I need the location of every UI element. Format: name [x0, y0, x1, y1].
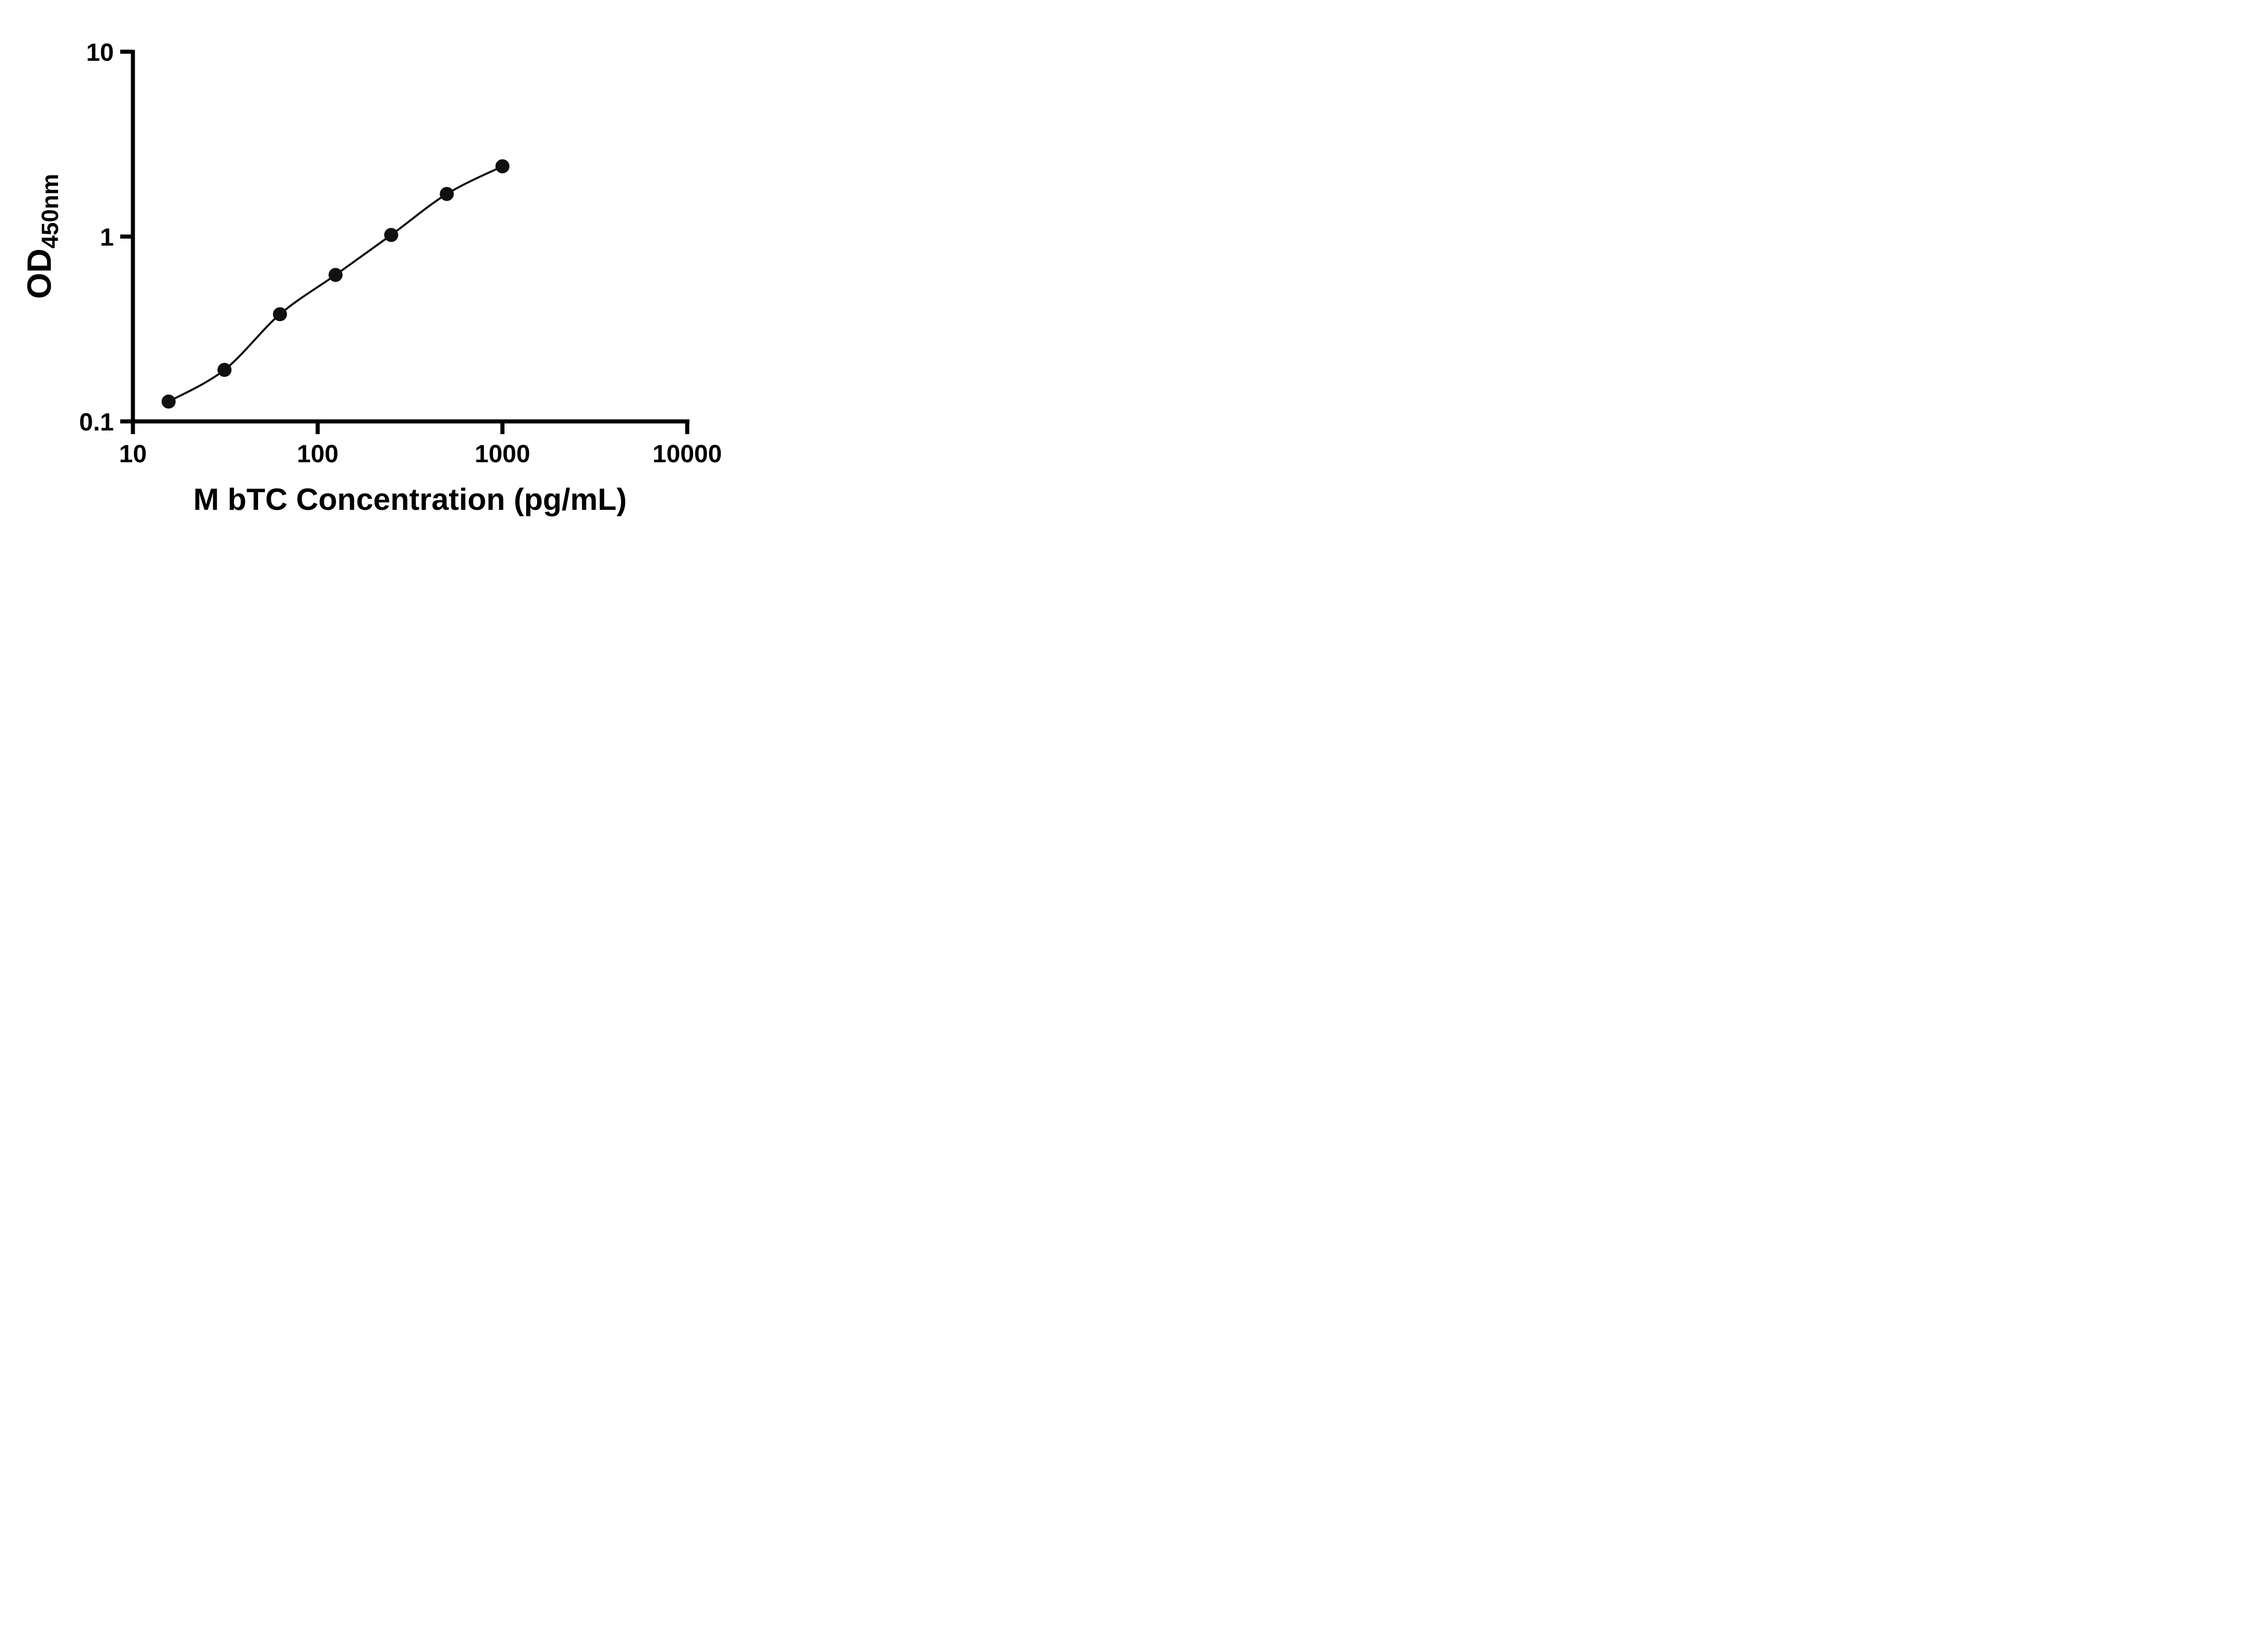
y-tick-label: 10	[86, 38, 114, 66]
data-point	[328, 268, 343, 282]
data-point	[384, 228, 398, 242]
y-axis-title-main: OD	[20, 249, 58, 299]
y-tick-label: 1	[100, 223, 114, 251]
data-point	[217, 362, 232, 377]
x-tick-label: 100	[297, 440, 338, 468]
standard-curve-figure: 10 100 1000 10000 0.1 1 10 M bTC Concentration…	[0, 0, 761, 544]
data-point	[273, 307, 287, 322]
x-tick-label: 10000	[653, 440, 722, 468]
data-point	[495, 159, 510, 174]
chart-canvas: 10 100 1000 10000 0.1 1 10 M bTC Concentration…	[0, 0, 761, 544]
x-tick-label: 1000	[474, 440, 530, 468]
data-point	[161, 394, 176, 409]
axes: 10 100 1000 10000 0.1 1 10	[79, 38, 722, 468]
y-tick-label: 0.1	[79, 408, 114, 436]
axis-spines	[131, 50, 689, 424]
y-axis-title: OD450nm	[20, 174, 64, 299]
data-series	[161, 159, 510, 409]
x-tick-label: 10	[119, 440, 147, 468]
data-point	[440, 187, 454, 201]
x-axis-title: M bTC Concentration (pg/mL)	[193, 482, 627, 517]
y-axis-title-subscript: 450nm	[37, 174, 64, 249]
